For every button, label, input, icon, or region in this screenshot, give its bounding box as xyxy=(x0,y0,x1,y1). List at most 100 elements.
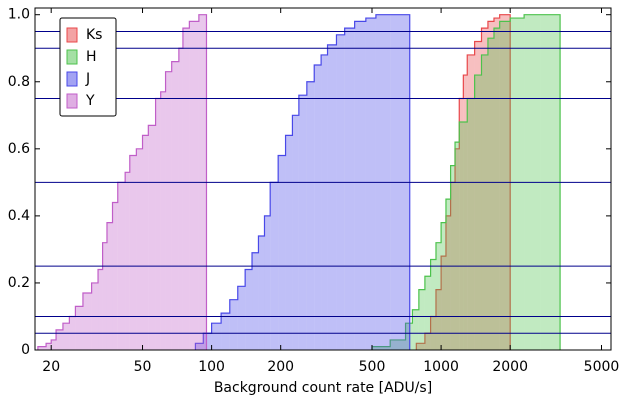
bar xyxy=(459,98,464,350)
bar xyxy=(430,259,436,350)
bar xyxy=(467,54,475,351)
legend-label: Y xyxy=(85,93,95,109)
x-axis-label: Background count rate [ADU/s] xyxy=(214,380,432,396)
bar xyxy=(229,299,238,350)
bar xyxy=(292,115,299,350)
y-tick-label: 1.0 xyxy=(8,7,30,23)
bar xyxy=(171,61,179,350)
bar xyxy=(125,172,130,350)
legend-swatch xyxy=(66,27,78,43)
bar xyxy=(106,222,113,350)
bar xyxy=(455,148,460,350)
bar xyxy=(306,81,315,350)
bar xyxy=(51,339,57,350)
outline xyxy=(194,14,411,350)
x-tick-label: 20 xyxy=(42,359,60,375)
outline xyxy=(371,14,561,350)
legend-label: H xyxy=(86,49,97,65)
legend-swatch xyxy=(66,71,78,87)
bar xyxy=(510,18,525,350)
plot-frame xyxy=(34,7,612,351)
y-tick-label: 0.4 xyxy=(8,208,30,224)
bar xyxy=(445,199,451,350)
bar xyxy=(178,48,183,351)
bar xyxy=(474,75,482,350)
bar xyxy=(98,269,103,350)
bar xyxy=(221,313,230,350)
bar xyxy=(441,256,446,350)
x-tick-label: 50 xyxy=(134,359,152,375)
bar xyxy=(46,343,52,350)
bar xyxy=(435,242,442,350)
bar xyxy=(327,44,337,350)
bar xyxy=(445,215,451,350)
bar xyxy=(344,28,355,351)
bar xyxy=(455,142,460,350)
x-tick-label: 200 xyxy=(267,359,294,375)
bar xyxy=(237,286,246,350)
bar xyxy=(321,54,328,351)
bar xyxy=(499,21,511,350)
bar xyxy=(148,125,156,351)
bar xyxy=(390,339,406,350)
bar xyxy=(252,252,259,350)
bar xyxy=(412,309,419,350)
bar xyxy=(354,21,366,350)
bar xyxy=(82,293,92,350)
x-tick-label: 2000 xyxy=(492,359,528,375)
bar xyxy=(474,41,482,350)
x-tick-label: 5000 xyxy=(584,359,620,375)
legend-label: J xyxy=(85,71,90,87)
bar xyxy=(418,289,425,350)
bar xyxy=(203,333,212,350)
bar xyxy=(160,91,166,350)
bar xyxy=(487,21,494,350)
bar xyxy=(165,71,172,351)
bar xyxy=(365,18,376,350)
bar xyxy=(416,343,425,350)
bar xyxy=(56,329,63,350)
y-tick-label: 0.2 xyxy=(8,275,30,291)
bar xyxy=(264,215,271,350)
bar xyxy=(459,122,468,350)
bar xyxy=(336,34,345,351)
bar xyxy=(487,38,494,350)
bar xyxy=(493,28,500,351)
x-tick-label: 1000 xyxy=(423,359,459,375)
y-tick-label: 0.8 xyxy=(8,74,30,90)
bar xyxy=(62,323,70,350)
bar xyxy=(372,346,391,350)
bar xyxy=(75,306,83,350)
y-tick-label: 0.6 xyxy=(8,141,30,157)
bar xyxy=(142,135,149,350)
bar xyxy=(298,95,307,350)
bar xyxy=(285,135,293,350)
legend-swatch xyxy=(66,49,78,65)
bar xyxy=(189,21,199,350)
bar xyxy=(278,155,286,350)
bar xyxy=(314,65,322,350)
bar xyxy=(211,323,222,350)
x-tick-label: 100 xyxy=(198,359,225,375)
legend-label: Ks xyxy=(86,27,102,43)
legend-swatch xyxy=(66,93,78,109)
bar xyxy=(129,155,137,350)
bar xyxy=(182,28,190,351)
bar xyxy=(450,165,456,350)
bar xyxy=(493,18,500,350)
bar xyxy=(195,343,204,350)
bar xyxy=(112,202,118,350)
bar xyxy=(245,269,253,350)
bar xyxy=(467,98,475,350)
bar xyxy=(441,222,446,350)
bar xyxy=(463,75,468,350)
bar xyxy=(424,276,431,350)
legend: Ks HJY xyxy=(59,17,117,117)
bar xyxy=(102,242,107,350)
bar xyxy=(405,323,413,350)
bar xyxy=(424,333,431,350)
bar xyxy=(481,28,488,351)
y-tick-label: 0 xyxy=(21,342,30,358)
bar xyxy=(258,236,265,350)
bar xyxy=(155,98,161,350)
